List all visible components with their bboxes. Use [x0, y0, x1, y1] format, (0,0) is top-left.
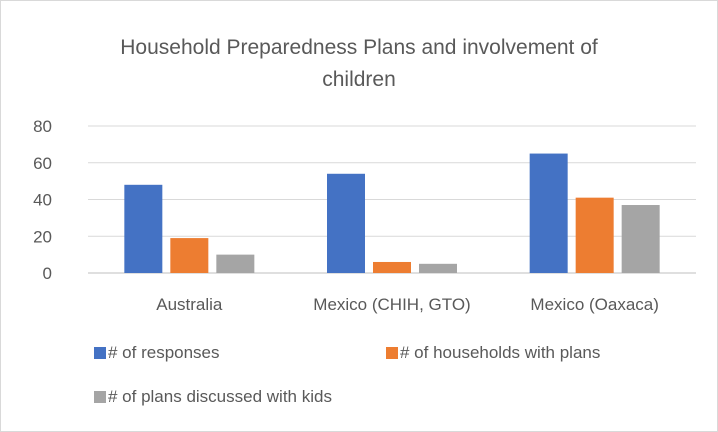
bar-of-responses — [327, 173, 365, 273]
y-tick-label: 0 — [43, 264, 52, 283]
legend-label-households-with-plans: # of households with plans — [400, 343, 601, 362]
legend-swatch-plans-discussed-with-kids — [94, 391, 106, 403]
x-tick-label: Mexico (Oaxaca) — [530, 295, 658, 314]
x-tick-label: Mexico (CHIH, GTO) — [313, 295, 470, 314]
bar-of-plans-discussed-with-kids — [621, 205, 660, 273]
bar-of-households-with-plans — [373, 261, 411, 273]
chart-title-line-1: Household Preparedness Plans and involve… — [120, 36, 598, 59]
legend-swatch-households-with-plans — [386, 347, 398, 359]
legend-item-households-with-plans: # of households with plans — [386, 343, 600, 363]
legend-item-plans-discussed-with-kids: # of plans discussed with kids — [94, 387, 332, 407]
legend-label-plans-discussed-with-kids: # of plans discussed with kids — [108, 387, 332, 406]
bar-of-plans-discussed-with-kids — [419, 263, 457, 273]
bar-of-responses — [124, 184, 163, 273]
y-tick-label: 60 — [33, 154, 52, 173]
chart-title-line-2: children — [322, 68, 396, 91]
y-tick-label: 20 — [33, 227, 52, 246]
x-tick-label: Australia — [156, 295, 223, 314]
legend-label-responses: # of responses — [108, 343, 220, 362]
y-tick-label: 80 — [33, 117, 52, 136]
y-tick-label: 40 — [33, 191, 52, 210]
legend-item-responses: # of responses — [94, 343, 220, 363]
bar-of-households-with-plans — [575, 197, 614, 273]
legend-swatch-responses — [94, 347, 106, 359]
bar-of-households-with-plans — [170, 238, 209, 273]
bar-of-plans-discussed-with-kids — [216, 254, 255, 273]
bar-of-responses — [529, 153, 568, 273]
